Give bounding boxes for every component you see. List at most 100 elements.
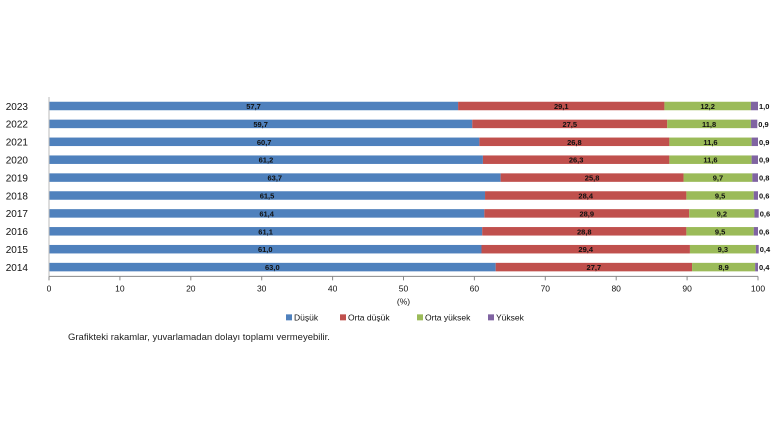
bar-segment: [49, 262, 496, 272]
data-label: 0,9: [758, 120, 768, 129]
data-label: 8,9: [718, 263, 728, 272]
data-label: 11,6: [703, 156, 717, 165]
data-label: 63,7: [268, 174, 283, 183]
data-label: 9,2: [717, 209, 727, 218]
category-label: 2015: [6, 245, 29, 256]
bar-segment: [751, 137, 758, 147]
data-label: 25,8: [585, 174, 600, 183]
bar-segment: [49, 244, 482, 254]
bar-segment: [49, 119, 473, 129]
data-label: 29,1: [554, 102, 569, 111]
bar-segment: [482, 227, 687, 236]
bar-segment: [482, 155, 670, 164]
bar-segment: [472, 119, 668, 129]
bar-segment: [49, 191, 486, 200]
x-tick-label: 60: [470, 283, 480, 293]
bar-segment: [755, 244, 759, 254]
data-label: 63,0: [265, 263, 280, 272]
bar-segment: [458, 101, 665, 111]
bar-segment: [750, 101, 758, 111]
data-label: 61,5: [260, 192, 275, 201]
x-tick-label: 20: [186, 283, 196, 293]
data-label: 61,0: [258, 245, 273, 254]
bar-segment: [686, 191, 754, 200]
x-tick-label: 10: [115, 283, 125, 293]
category-label: 2021: [6, 138, 29, 149]
data-label: 1,0: [759, 102, 769, 111]
bar-segment: [49, 101, 459, 111]
data-label: 28,9: [579, 209, 594, 218]
legend-label: Orta düşük: [348, 312, 390, 322]
data-label: 12,2: [700, 102, 715, 111]
data-label: 27,7: [587, 263, 602, 272]
category-label: 2014: [6, 263, 29, 274]
x-tick-label: 50: [399, 283, 409, 293]
data-label: 0,9: [759, 156, 769, 165]
x-tick-label: 100: [751, 283, 765, 293]
data-label: 61,1: [258, 227, 273, 236]
bar-segment: [752, 173, 758, 182]
bar-segment: [753, 191, 758, 200]
category-label: 2018: [6, 191, 29, 202]
legend-swatch: [340, 314, 346, 321]
data-label: 0,9: [759, 138, 769, 147]
category-label: 2023: [6, 102, 29, 113]
data-label: 9,3: [718, 245, 728, 254]
bar-segment: [689, 244, 756, 254]
legend-label: Düşük: [294, 312, 319, 322]
data-label: 0,8: [759, 174, 769, 183]
category-label: 2019: [6, 173, 29, 184]
data-label: 61,2: [259, 156, 274, 165]
data-label: 0,6: [759, 192, 769, 201]
data-label: 9,5: [715, 192, 725, 201]
bar-segment: [49, 227, 483, 236]
data-label: 9,7: [713, 174, 723, 183]
bar-segment: [49, 209, 485, 218]
legend-label: Yüksek: [496, 312, 525, 322]
bar-segment: [753, 227, 758, 236]
x-tick-label: 70: [541, 283, 551, 293]
data-label: 28,8: [577, 227, 592, 236]
bar-segment: [664, 101, 751, 111]
data-label: 59,7: [253, 120, 268, 129]
x-tick-label: 0: [47, 283, 52, 293]
data-label: 28,4: [578, 192, 593, 201]
bar-segment: [686, 227, 754, 236]
data-label: 26,8: [567, 138, 582, 147]
legend-swatch: [286, 314, 292, 321]
bar-segment: [495, 262, 693, 272]
data-label: 0,4: [759, 263, 770, 272]
bar-segment: [49, 173, 501, 182]
x-tick-label: 80: [611, 283, 621, 293]
bar-segment: [750, 119, 758, 129]
legend-swatch: [417, 314, 423, 321]
legend-swatch: [488, 314, 494, 321]
bar-segment: [479, 137, 670, 147]
data-label: 0,6: [760, 209, 770, 218]
data-label: 60,7: [257, 138, 272, 147]
data-label: 27,5: [562, 120, 577, 129]
footnote: Grafikteki rakamlar, yuvarlamadan dolayı…: [68, 332, 330, 343]
data-label: 11,6: [703, 138, 717, 147]
bar-segment: [754, 209, 759, 218]
x-axis-title: (%): [397, 296, 410, 306]
category-label: 2020: [6, 156, 29, 167]
bar-segment: [481, 244, 690, 254]
data-label: 29,4: [578, 245, 593, 254]
bar-segment: [485, 191, 687, 200]
category-label: 2016: [6, 227, 29, 238]
bar-segment: [500, 173, 684, 182]
bar-segment: [669, 155, 752, 164]
legend-label: Orta yüksek: [425, 312, 471, 322]
bar-segment: [692, 262, 756, 272]
bar-segment: [689, 209, 755, 218]
data-label: 0,6: [759, 227, 769, 236]
bar-segment: [49, 137, 480, 147]
bar-segment: [751, 155, 758, 164]
bar-segment: [683, 173, 753, 182]
data-label: 57,7: [246, 102, 261, 111]
category-label: 2017: [6, 209, 29, 220]
data-label: 61,4: [259, 209, 274, 218]
